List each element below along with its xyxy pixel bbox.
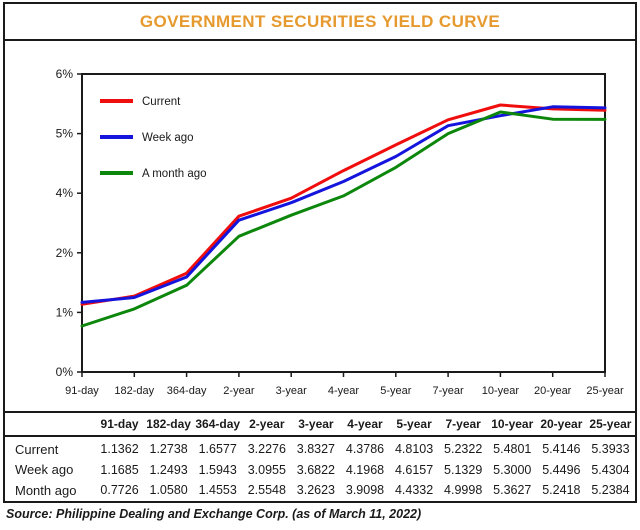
table-cell: 5.4304 <box>591 462 630 477</box>
chart-section: 6% 5% 4% 2% 1% 0% 91-day 182-day 364-day 2-year 3-… <box>5 41 635 411</box>
table-row-current: Current 1.1362 1.2738 1.6577 3.2276 3.8327 4.3… <box>5 439 635 460</box>
y-axis-label: 1% <box>56 305 74 319</box>
y-axis-label: 0% <box>56 365 74 379</box>
x-axis-label: 10-year <box>482 385 520 397</box>
table-cell: 1.1685 <box>100 462 139 477</box>
table-cell: 1.1362 <box>100 442 139 457</box>
table-cell: 5.1329 <box>444 462 483 477</box>
x-axis-label: 364-day <box>167 385 207 397</box>
x-axis-label: 7-year <box>433 385 465 397</box>
table-cell: 2.5548 <box>247 483 286 498</box>
table-cell: 4.9998 <box>444 483 483 498</box>
table-cell: 3.0955 <box>247 462 286 477</box>
x-axis-label: 25-year <box>586 385 624 397</box>
x-axis-label: 5-year <box>380 385 412 397</box>
table-header-cell: 5-year <box>396 417 432 431</box>
table-row-month-ago: Month ago 0.7726 1.0580 1.4553 2.5548 3.2623 3… <box>5 480 635 501</box>
table-cell: 5.2384 <box>591 483 630 498</box>
table-cell: 1.6577 <box>198 442 237 457</box>
table-cell: 5.4801 <box>493 442 532 457</box>
x-axis-label: 2-year <box>223 385 255 397</box>
table-cell: 1.0580 <box>149 483 188 498</box>
table-header-cell: 10-year <box>491 417 534 431</box>
table-cell: 1.4553 <box>198 483 237 498</box>
table-row-week-ago: Week ago 1.1685 1.2493 1.5943 3.0955 3.6822 4.… <box>5 460 635 481</box>
table-cell: 5.4496 <box>542 462 581 477</box>
y-axis-label: 2% <box>56 246 74 260</box>
table-cell: 3.8327 <box>296 442 336 457</box>
table-cell: 3.2276 <box>247 442 286 457</box>
table-header-row: 91-day 182-day 364-day 2-year 3-year 4-year 5-… <box>5 413 635 437</box>
table-row-label: Month ago <box>15 482 77 498</box>
chart-title: GOVERNMENT SECURITIES YIELD CURVE <box>139 11 501 31</box>
table-cell: 3.2623 <box>296 483 336 498</box>
y-axis-label: 6% <box>56 67 74 81</box>
x-axis-label: 91-day <box>65 385 99 397</box>
series-line-a-month-ago <box>80 110 607 328</box>
y-axis-label: 5% <box>56 127 74 141</box>
chart-panel: GOVERNMENT SECURITIES YIELD CURVE 6% 5% 4%… <box>3 2 637 503</box>
table-cell: 5.2322 <box>444 442 483 457</box>
table-header-cell: 182-day <box>146 417 191 431</box>
table-header-cell: 364-day <box>195 417 241 431</box>
table-cell: 1.5943 <box>198 462 237 477</box>
table-cell: 4.3786 <box>345 442 385 457</box>
table-cell: 0.7726 <box>100 483 139 498</box>
table-cell: 5.3627 <box>493 483 532 498</box>
legend-label: Week ago <box>142 132 194 144</box>
table-header-cell: 91-day <box>100 417 139 431</box>
yield-curve-chart: 6% 5% 4% 2% 1% 0% 91-day 182-day 364-day 2-year 3-… <box>56 67 624 397</box>
table-row-label: Week ago <box>15 462 74 478</box>
source-note: Source: Philippine Dealing and Exchange … <box>6 507 422 521</box>
yield-table: 91-day 182-day 364-day 2-year 3-year 4-year 5-… <box>5 411 635 501</box>
table-header-cell: 3-year <box>298 417 334 431</box>
table-cell: 5.3000 <box>493 462 532 477</box>
table-cell: 5.4146 <box>542 442 581 457</box>
x-axis-label: 182-day <box>114 385 154 397</box>
table-header-cell: 2-year <box>249 417 285 431</box>
table-cell: 4.8103 <box>394 442 434 457</box>
y-axis-label: 4% <box>56 186 74 200</box>
table-cell: 3.9098 <box>345 483 385 498</box>
table-header-cell: 7-year <box>445 417 481 431</box>
legend-label: A month ago <box>142 168 207 180</box>
table-cell: 1.2493 <box>149 462 188 477</box>
table-header-cell: 25-year <box>589 417 632 431</box>
x-axis-label: 20-year <box>534 385 572 397</box>
table-cell: 4.6157 <box>394 462 434 477</box>
table-cell: 5.3933 <box>591 442 630 457</box>
table-header-cell: 4-year <box>347 417 383 431</box>
legend-label: Current <box>142 96 181 108</box>
series-line-week-ago <box>80 105 607 304</box>
plot-border <box>81 73 606 373</box>
table-cell: 1.2738 <box>149 442 188 457</box>
x-axis-label: 3-year <box>276 385 308 397</box>
table-header-cell: 20-year <box>540 417 583 431</box>
title-bar: GOVERNMENT SECURITIES YIELD CURVE <box>5 4 635 41</box>
table-cell: 5.2418 <box>542 483 581 498</box>
table-row-label: Current <box>15 441 59 457</box>
table-cell: 4.1968 <box>345 462 385 477</box>
table-cell: 3.6822 <box>296 462 336 477</box>
table-cell: 4.4332 <box>394 483 434 498</box>
x-axis-label: 4-year <box>328 385 360 397</box>
series-line-current <box>80 103 607 306</box>
